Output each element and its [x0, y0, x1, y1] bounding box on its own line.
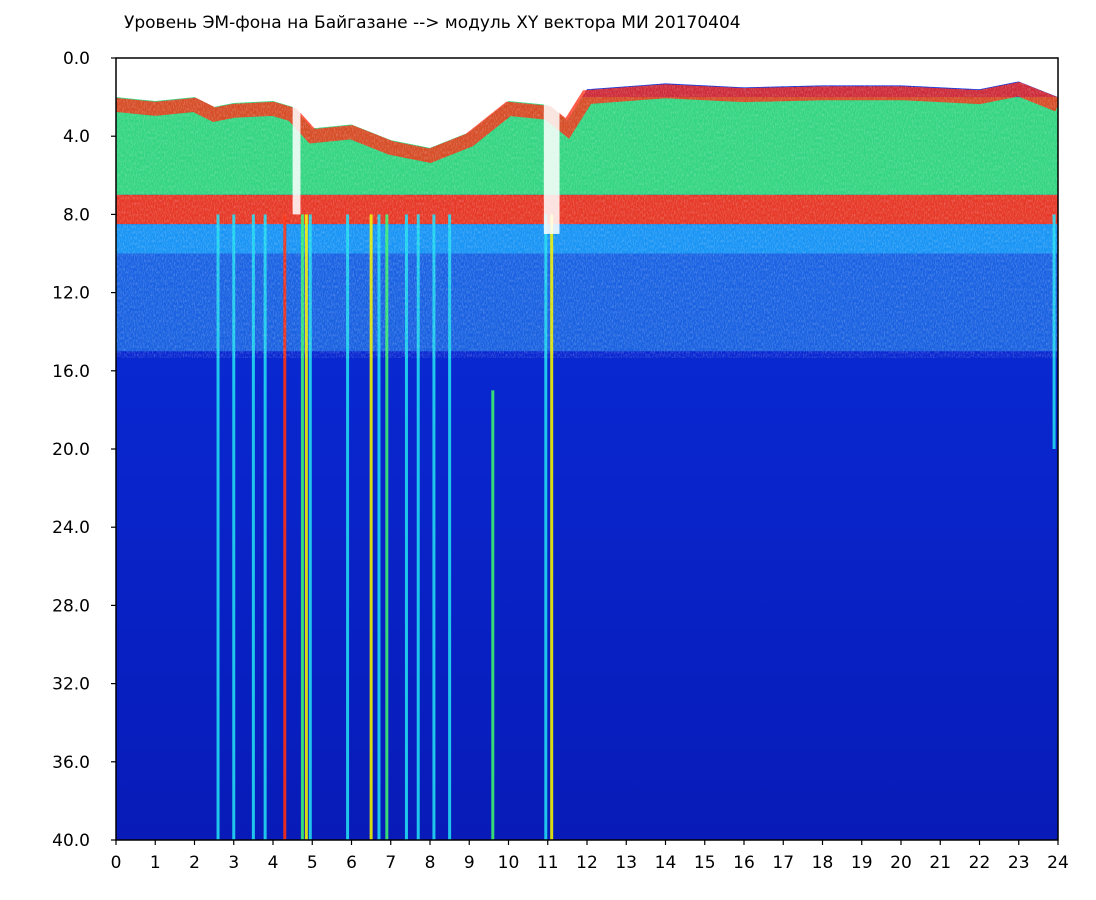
- x-tick-label: 17: [772, 853, 794, 873]
- y-tick-label: 24.0: [52, 518, 90, 538]
- x-tick-label: 11: [537, 853, 559, 873]
- vertical-streak: [346, 214, 350, 840]
- y-tick-label: 12.0: [52, 284, 90, 304]
- vertical-streak: [263, 214, 267, 840]
- x-tick-label: 10: [498, 853, 520, 873]
- vertical-streak: [283, 214, 287, 840]
- vertical-streak: [385, 214, 389, 840]
- chart-title: Уровень ЭМ-фона на Байгазане --> модуль …: [124, 13, 741, 33]
- vertical-streak: [308, 214, 312, 840]
- x-axis: 0 1 2 3 4 5 6 7 8 9 10 11 12 13 14 15 16 17 18 19 20 21 22 23 24: [111, 840, 1069, 873]
- y-tick-label: 36.0: [52, 753, 90, 773]
- vertical-streak: [404, 214, 408, 840]
- vertical-streak: [491, 390, 495, 840]
- x-tick-label: 16: [733, 853, 755, 873]
- vertical-streak: [304, 214, 308, 840]
- x-tick-label: 12: [576, 853, 598, 873]
- x-tick-label: 21: [929, 853, 951, 873]
- y-tick-label: 40.0: [52, 831, 90, 851]
- x-tick-label: 13: [615, 853, 637, 873]
- vertical-streak: [377, 214, 381, 840]
- x-tick-label: 24: [1047, 853, 1069, 873]
- x-tick-label: 15: [694, 853, 716, 873]
- x-tick-label: 19: [851, 853, 873, 873]
- y-tick-label: 4.0: [63, 127, 90, 147]
- noise-overlay: [116, 58, 1058, 358]
- x-tick-label: 4: [268, 853, 279, 873]
- x-tick-label: 1: [150, 853, 161, 873]
- y-tick-label: 0.0: [63, 49, 90, 69]
- y-tick-label: 32.0: [52, 675, 90, 695]
- vertical-streak: [369, 214, 373, 840]
- vertical-streak: [544, 214, 548, 840]
- x-tick-label: 6: [346, 853, 357, 873]
- x-tick-label: 18: [812, 853, 834, 873]
- vertical-streak: [448, 214, 452, 840]
- x-tick-label: 7: [385, 853, 396, 873]
- x-tick-label: 20: [890, 853, 912, 873]
- vertical-streak: [216, 214, 220, 840]
- x-tick-label: 23: [1008, 853, 1030, 873]
- vertical-streak: [550, 214, 554, 840]
- y-tick-label: 8.0: [63, 205, 90, 225]
- vertical-streak: [432, 214, 436, 840]
- y-tick-label: 28.0: [52, 596, 90, 616]
- x-tick-label: 2: [189, 853, 200, 873]
- vertical-streak: [251, 214, 255, 840]
- x-tick-label: 8: [425, 853, 436, 873]
- y-tick-label: 16.0: [52, 362, 90, 382]
- y-axis: 0.0 4.0 8.0 12.0 16.0 20.0 24.0 28.0 32.0 36.0 40.…: [52, 49, 116, 851]
- x-tick-label: 3: [228, 853, 239, 873]
- y-tick-label: 20.0: [52, 440, 90, 460]
- x-tick-label: 5: [307, 853, 318, 873]
- x-tick-label: 9: [464, 853, 475, 873]
- vertical-streak: [232, 214, 236, 840]
- x-tick-label: 22: [969, 853, 991, 873]
- plot-area: [116, 58, 1058, 840]
- x-tick-label: 14: [655, 853, 677, 873]
- vertical-streak: [416, 214, 420, 840]
- x-tick-label: 0: [111, 853, 122, 873]
- vertical-streak: [300, 214, 304, 840]
